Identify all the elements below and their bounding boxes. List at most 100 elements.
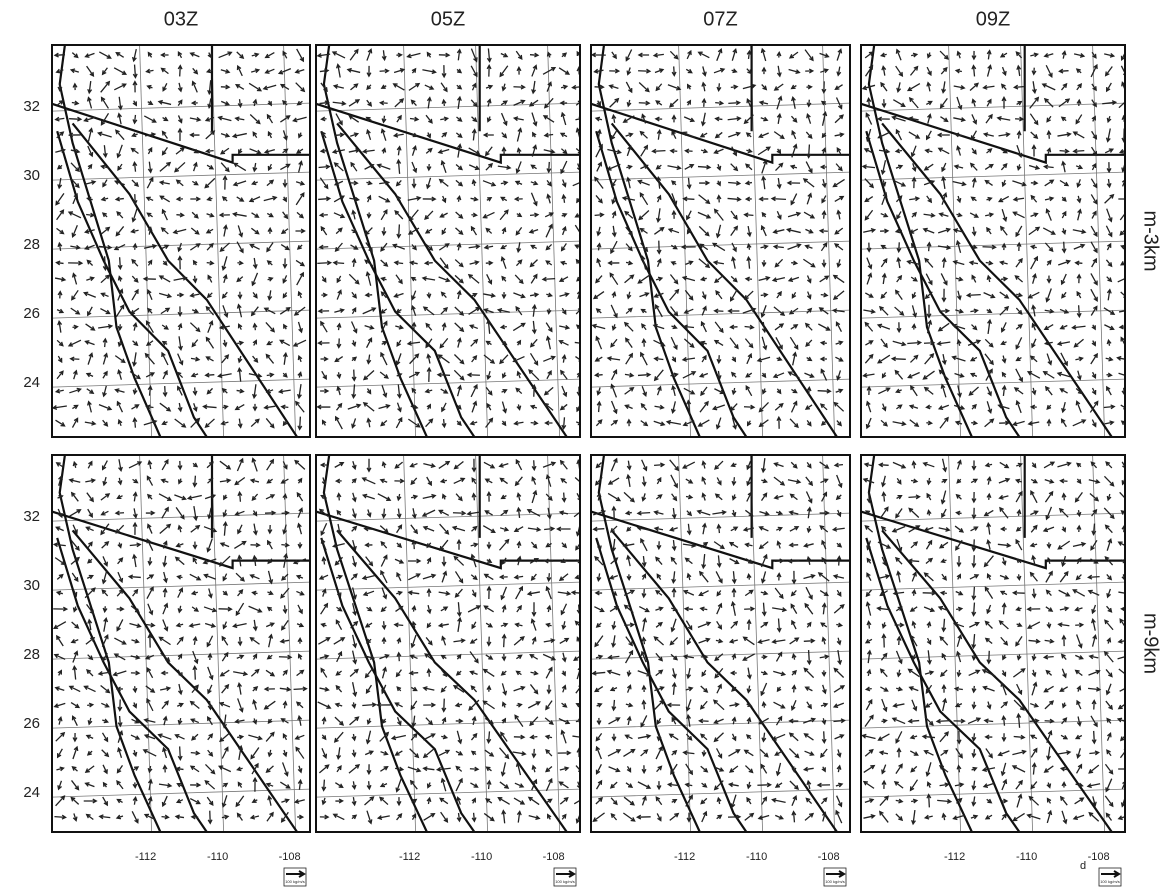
wind-vector [686, 510, 693, 517]
wind-vector [334, 702, 343, 708]
wind-vector [115, 51, 125, 58]
wind-vector [896, 322, 902, 334]
wind-vector [806, 462, 812, 469]
wind-vector [895, 813, 904, 822]
wind-vector [776, 178, 782, 190]
wind-vector [1105, 778, 1113, 793]
wind-vector [1001, 384, 1007, 396]
wind-vector [381, 508, 387, 519]
wind-vector [191, 308, 200, 314]
wind-vector [116, 798, 123, 804]
wind-vector [971, 539, 977, 552]
wind-vector [83, 116, 96, 123]
wind-vector [760, 621, 769, 628]
wind-vector [529, 716, 539, 727]
wind-vector [351, 356, 358, 362]
wind-vector [881, 372, 887, 379]
wind-vector [117, 418, 123, 427]
wind-vector [293, 686, 308, 692]
wind-vector [453, 369, 465, 381]
wind-vector [984, 179, 993, 186]
wind-vector [758, 717, 769, 725]
wind-vector [543, 149, 556, 154]
wind-vector [501, 420, 507, 427]
wind-vector [204, 763, 216, 775]
wind-vector [746, 420, 752, 427]
wind-vector [392, 132, 404, 138]
wind-vector [222, 404, 229, 410]
wind-vector [671, 493, 678, 502]
wind-vector [500, 180, 509, 186]
wind-vector [1087, 574, 1100, 580]
wind-vector [395, 669, 402, 678]
wind-vector [1012, 180, 1027, 187]
wind-vector [1012, 668, 1026, 678]
wind-vector [282, 461, 288, 470]
wind-vector [625, 352, 634, 365]
wind-vector [697, 164, 712, 170]
wind-vector [1001, 733, 1007, 743]
wind-vector [610, 400, 618, 415]
wind-vector [1077, 208, 1082, 221]
wind-vector [189, 243, 201, 251]
wind-vector [248, 196, 261, 203]
wind-vector [422, 306, 435, 316]
wind-vector [699, 606, 708, 612]
wind-vector [938, 369, 949, 381]
wind-vector [131, 404, 140, 410]
wind-vector [999, 420, 1011, 426]
wind-vector [1046, 353, 1053, 366]
wind-vector [559, 637, 570, 645]
wind-vector [746, 255, 752, 269]
wind-vector [483, 293, 497, 298]
wind-vector [971, 244, 978, 250]
wind-vector [716, 590, 722, 597]
wind-vector [394, 750, 403, 756]
panel-frame [590, 454, 851, 833]
wind-vector [560, 160, 568, 175]
wind-vector [879, 590, 889, 597]
wind-vector [955, 276, 964, 282]
wind-vector [596, 242, 602, 251]
wind-vector [775, 715, 783, 726]
wind-vector [761, 388, 767, 395]
wind-vector [941, 478, 948, 484]
latitude-line [591, 171, 850, 181]
latitude-line [591, 512, 850, 522]
wind-vector [684, 557, 693, 565]
wind-vector [985, 260, 994, 266]
wind-vector [1044, 718, 1055, 724]
wind-vector [997, 750, 1010, 757]
wind-vector [207, 320, 214, 333]
wind-vector [595, 654, 604, 660]
wind-vector [760, 571, 767, 584]
wind-vector [714, 116, 723, 122]
wind-vector [221, 651, 229, 662]
wind-vector [1001, 96, 1007, 109]
wind-vector [746, 68, 753, 75]
wind-vector [381, 50, 387, 62]
wind-vector [84, 244, 95, 250]
wind-vector [87, 618, 93, 631]
wind-vector [880, 686, 889, 692]
wind-vector [546, 684, 552, 695]
wind-vector [923, 340, 936, 346]
wind-vector [146, 288, 153, 301]
wind-vector [439, 797, 449, 805]
wind-vector [1072, 814, 1085, 821]
wind-vector [909, 606, 918, 612]
wind-vector [1075, 622, 1085, 628]
wind-vector [283, 552, 289, 568]
wind-vector [640, 715, 648, 728]
wind-vector [714, 275, 724, 284]
wind-vector [671, 571, 677, 585]
wind-vector [772, 607, 788, 613]
wind-vector [526, 591, 541, 596]
wind-vector [333, 731, 344, 743]
wind-vector [381, 666, 388, 679]
latitude-line [591, 240, 850, 250]
wind-vector [637, 733, 652, 739]
wind-vector [527, 796, 540, 806]
wind-vector [716, 355, 722, 365]
wind-vector [318, 637, 331, 645]
